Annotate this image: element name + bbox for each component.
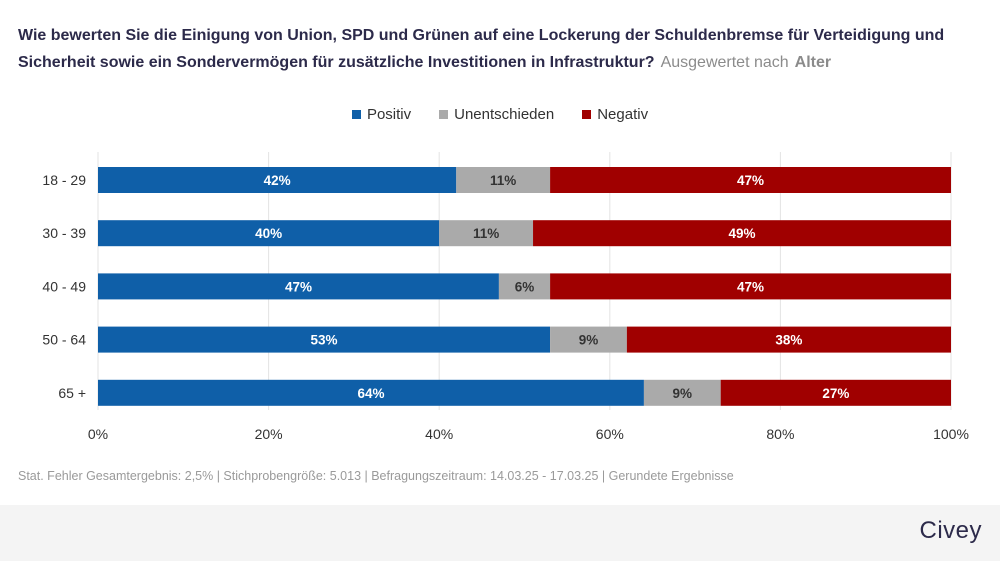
- y-category-label: 30 - 39: [42, 225, 86, 241]
- bar-segment-unentschieden: [643, 379, 721, 406]
- bar-segment-unentschieden: [498, 273, 551, 300]
- legend-swatch: [582, 110, 592, 119]
- legend-label: Negativ: [597, 106, 649, 123]
- stacked-bar-chart: 0% 20% 40% 60% 80% 100% 18 - 29 42% 11% 47% 30 - 3…: [42, 152, 969, 442]
- legend-label: Positiv: [366, 106, 412, 123]
- data-label: 11%: [490, 173, 516, 188]
- footer-band: Civey: [0, 505, 1000, 561]
- legend-item-positiv[interactable]: Positiv: [351, 106, 412, 123]
- bar-segment-unentschieden: [550, 326, 627, 353]
- x-tick-label: 60%: [596, 426, 624, 442]
- data-label: 40%: [255, 226, 282, 241]
- legend-item-negativ[interactable]: Negativ: [582, 106, 648, 123]
- bar-segment-positiv: [98, 379, 644, 406]
- data-label: 9%: [673, 386, 693, 401]
- bar-segment-unentschieden: [456, 167, 551, 193]
- y-category-label: 40 - 49: [42, 278, 86, 294]
- footer-note: Stat. Fehler Gesamtergebnis: 2,5% | Stic…: [18, 469, 734, 483]
- legend-swatch: [439, 110, 449, 119]
- data-label: 47%: [737, 279, 764, 294]
- legend-item-unentschieden[interactable]: Unentschieden: [439, 106, 554, 123]
- grouping-label: Ausgewertet nach: [660, 54, 789, 71]
- bar-segment-negativ: [533, 220, 951, 247]
- x-tick-label: 80%: [766, 426, 794, 442]
- data-label: 42%: [264, 173, 291, 188]
- y-category-label: 65 +: [58, 385, 86, 401]
- y-category-label: 18 - 29: [42, 172, 86, 188]
- data-label: 6%: [515, 279, 535, 294]
- bar-segment-unentschieden: [439, 220, 534, 247]
- data-label: 53%: [311, 333, 338, 348]
- bar-segment-negativ: [550, 167, 951, 193]
- bar-segment-negativ: [550, 273, 951, 300]
- question-text: Wie bewerten Sie die Einigung von Union,…: [18, 27, 945, 71]
- data-label: 27%: [822, 386, 849, 401]
- grouping-value[interactable]: Alter: [794, 54, 832, 71]
- data-label: 11%: [473, 226, 499, 241]
- x-tick-label: 100%: [933, 426, 969, 442]
- legend-swatch: [351, 110, 361, 119]
- data-label: 64%: [357, 386, 384, 401]
- data-label: 49%: [728, 226, 755, 241]
- y-category-label: 50 - 64: [42, 332, 86, 348]
- legend: Positiv Unentschieden Negativ: [0, 106, 1000, 123]
- bar-segment-negativ: [720, 379, 951, 406]
- data-label: 9%: [579, 333, 599, 348]
- chart-title: Wie bewerten Sie die Einigung von Union,…: [18, 22, 978, 76]
- bar-segment-positiv: [98, 220, 440, 247]
- bar-segment-positiv: [98, 273, 499, 300]
- bar-segment-positiv: [98, 326, 551, 353]
- bar-segment-positiv: [98, 167, 457, 193]
- legend-label: Unentschieden: [454, 106, 555, 123]
- data-label: 47%: [285, 279, 312, 294]
- x-tick-label: 0%: [88, 426, 108, 442]
- data-label: 38%: [775, 333, 802, 348]
- x-tick-label: 20%: [255, 426, 283, 442]
- data-label: 47%: [737, 173, 764, 188]
- bar-segment-negativ: [626, 326, 951, 353]
- x-tick-label: 40%: [425, 426, 453, 442]
- brand-logo[interactable]: Civey: [919, 517, 982, 544]
